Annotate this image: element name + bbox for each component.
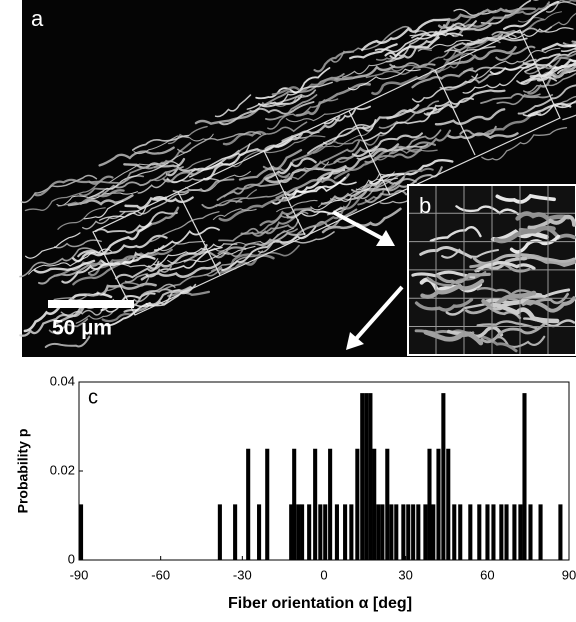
panel-label: b (419, 193, 431, 218)
bar (257, 504, 261, 560)
x-tick-label: -60 (151, 567, 170, 582)
bar (504, 504, 508, 560)
bar (528, 504, 532, 560)
x-tick-label: 60 (480, 567, 494, 582)
x-tick-label: 30 (398, 567, 412, 582)
bar (406, 504, 410, 560)
bar (394, 504, 398, 560)
bar (246, 449, 250, 560)
bar (349, 504, 353, 560)
bar (343, 504, 347, 560)
bar (518, 504, 522, 560)
bar (355, 449, 359, 560)
bar (499, 504, 503, 560)
bar (360, 393, 364, 560)
bar (431, 504, 435, 560)
bar (401, 504, 405, 560)
bar (539, 504, 543, 560)
bar (300, 504, 304, 560)
panel-label: a (31, 6, 44, 31)
scale-bar (48, 300, 134, 308)
bar (436, 449, 440, 560)
x-axis-label: Fiber orientation α [deg] (228, 595, 412, 612)
bar (292, 449, 296, 560)
bar (364, 393, 368, 560)
y-axis-label: Probability p (15, 429, 31, 514)
bar (296, 504, 300, 560)
bar (423, 504, 427, 560)
bar (233, 504, 237, 560)
scale-label: 50 µm (52, 317, 112, 340)
x-tick-label: -90 (70, 567, 89, 582)
bar (446, 449, 450, 560)
bar (458, 504, 462, 560)
bar (335, 504, 339, 560)
bar (218, 504, 222, 560)
x-tick-label: -30 (233, 567, 252, 582)
bar (477, 504, 481, 560)
bar (376, 504, 380, 560)
bar (512, 504, 516, 560)
panel-label: c (88, 386, 98, 408)
x-tick-label: 0 (320, 567, 327, 582)
bar (389, 504, 393, 560)
x-tick-label: 90 (562, 567, 576, 582)
y-tick-label: 0.02 (50, 462, 75, 477)
bar (485, 504, 489, 560)
bar (368, 393, 372, 560)
bar (313, 449, 317, 560)
bar (79, 504, 83, 560)
bar (307, 504, 311, 560)
bar (416, 504, 420, 560)
bar (522, 393, 526, 560)
bar (380, 504, 384, 560)
bar (411, 504, 415, 560)
bar (385, 449, 389, 560)
bar (372, 449, 376, 560)
bar (491, 504, 495, 560)
bar (265, 449, 269, 560)
y-tick-label: 0 (68, 551, 75, 566)
bar (452, 504, 456, 560)
bar (323, 504, 327, 560)
bar (468, 504, 472, 560)
bar (318, 504, 322, 560)
bar (441, 393, 445, 560)
bar (558, 504, 562, 560)
bar (328, 449, 332, 560)
bar (427, 449, 431, 560)
y-tick-label: 0.04 (50, 373, 75, 388)
